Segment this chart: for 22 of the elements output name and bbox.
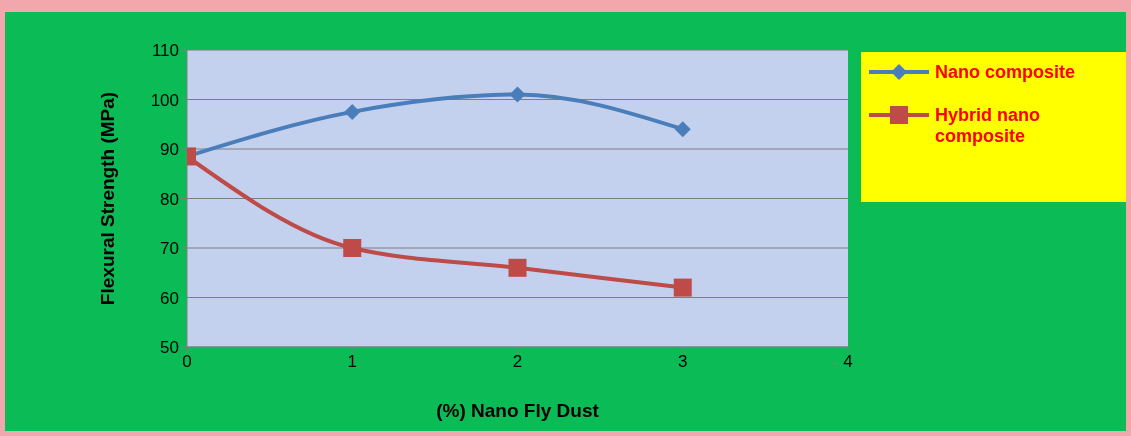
y-tick-label: 60 bbox=[160, 288, 179, 308]
legend-label: Nano composite bbox=[935, 62, 1077, 83]
point bbox=[674, 121, 691, 138]
point bbox=[344, 103, 361, 120]
y-tick-label: 110 bbox=[151, 41, 179, 61]
point bbox=[509, 86, 526, 103]
y-tick-label: 100 bbox=[150, 90, 179, 110]
y-tick-label: 90 bbox=[160, 140, 179, 160]
x-tick-label: 0 bbox=[182, 352, 192, 372]
x-tick-label: 1 bbox=[347, 352, 357, 372]
y-axis-title: Flexural Strength (MPa) bbox=[96, 91, 118, 306]
x-tick-label: 3 bbox=[678, 352, 688, 372]
point bbox=[343, 239, 362, 257]
x-tick-label: 4 bbox=[843, 352, 853, 372]
y-tick-label: 50 bbox=[160, 338, 179, 358]
y-tick-label: 80 bbox=[160, 189, 179, 209]
x-tick-label: 2 bbox=[512, 352, 523, 372]
point bbox=[508, 258, 527, 277]
legend-label: Hybrid nano composite bbox=[935, 105, 1041, 147]
y-tick-label: 70 bbox=[160, 239, 179, 259]
point bbox=[673, 278, 692, 297]
x-axis-title: (%) Nano Fly Dust bbox=[436, 400, 600, 421]
